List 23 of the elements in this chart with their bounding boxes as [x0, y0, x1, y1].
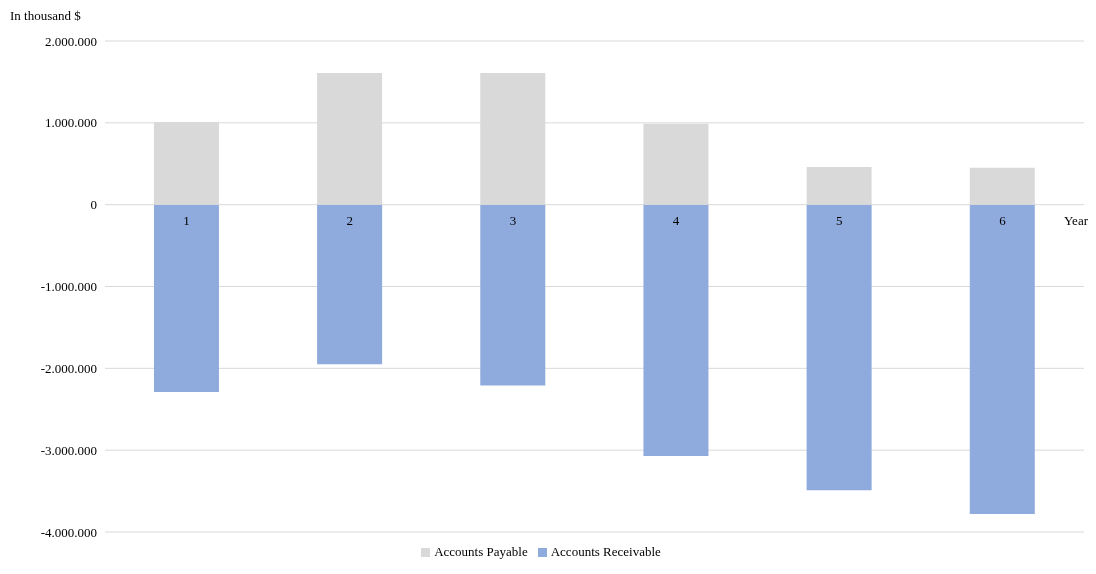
x-tick-label: 4	[672, 212, 680, 228]
x-tick-label: 5	[836, 212, 843, 228]
bar	[317, 204, 383, 365]
y-tick-label: 0	[90, 197, 97, 213]
bar	[480, 204, 546, 386]
x-tick-label: 6	[999, 212, 1007, 228]
y-tick-label: -1.000.000	[40, 279, 97, 295]
bar	[153, 204, 219, 393]
x-tick-label: 3	[509, 212, 517, 228]
y-tick-label: 2.000.000	[45, 33, 97, 49]
y-tick-label: 1.000.000	[45, 115, 97, 131]
bar	[643, 204, 709, 456]
bar	[969, 204, 1035, 514]
y-tick-label: -4.000.000	[40, 524, 97, 540]
x-tick-label: 2	[346, 212, 353, 228]
legend-label: Accounts Receivable	[550, 544, 661, 559]
x-axis-title: Year	[1064, 212, 1088, 229]
y-tick-label: -2.000.000	[40, 360, 97, 376]
bar	[806, 204, 872, 491]
y-axis-title: In thousand $	[10, 8, 81, 24]
y-tick-label: -3.000.000	[40, 442, 97, 458]
x-tick-label: 1	[183, 212, 190, 228]
legend-label: Accounts Payable	[434, 544, 528, 559]
